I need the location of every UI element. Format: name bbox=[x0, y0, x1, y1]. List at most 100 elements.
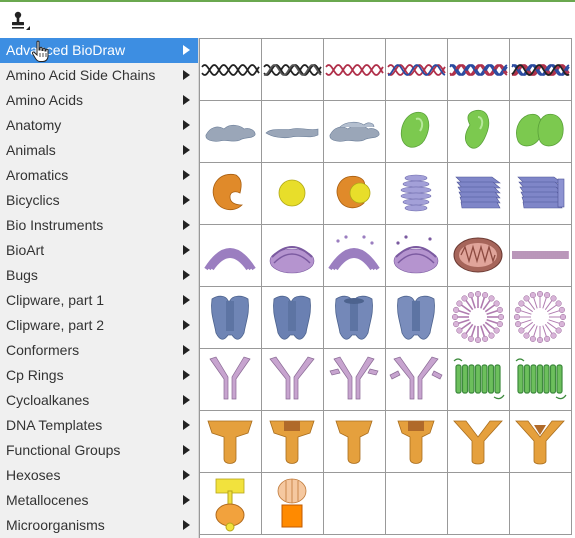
palette-cell[interactable] bbox=[386, 39, 448, 101]
purple-er-stack-icon bbox=[269, 246, 315, 274]
palette-cell[interactable] bbox=[200, 473, 262, 535]
menu-item-label: Anatomy bbox=[6, 117, 62, 133]
palette-cell[interactable] bbox=[324, 163, 386, 225]
membrane-strip-icon bbox=[512, 251, 569, 259]
menu-item[interactable]: Clipware, part 2 bbox=[0, 313, 198, 338]
window-top-accent-line bbox=[0, 0, 575, 2]
chevron-right-icon bbox=[183, 95, 190, 105]
menu-item[interactable]: Bio Instruments bbox=[0, 213, 198, 238]
palette-cell[interactable] bbox=[200, 287, 262, 349]
menu-item[interactable]: Bugs bbox=[0, 263, 198, 288]
menu-item[interactable]: Animals bbox=[0, 138, 198, 163]
palette-cell[interactable] bbox=[262, 163, 324, 225]
menu-item[interactable]: Bicyclics bbox=[0, 188, 198, 213]
palette-cell[interactable] bbox=[510, 411, 572, 473]
menu-item-label: Clipware, part 1 bbox=[6, 292, 105, 308]
palette-cell[interactable] bbox=[448, 39, 510, 101]
palette-cell[interactable] bbox=[200, 163, 262, 225]
menu-item[interactable]: Metallocenes bbox=[0, 488, 198, 513]
purple-er-arc-icon bbox=[204, 248, 256, 271]
menu-item[interactable]: Aromatics bbox=[0, 163, 198, 188]
palette-cell[interactable] bbox=[324, 411, 386, 473]
palette-cell[interactable] bbox=[448, 411, 510, 473]
menu-item-label: Microorganisms bbox=[6, 517, 105, 533]
orange-receptor-y-dark-icon bbox=[515, 420, 565, 465]
menu-item-label: DNA Templates bbox=[6, 417, 103, 433]
palette-cell[interactable] bbox=[262, 101, 324, 163]
chevron-right-icon bbox=[183, 370, 190, 380]
palette-cell[interactable] bbox=[324, 225, 386, 287]
palette-cell[interactable] bbox=[262, 473, 324, 535]
palette-cell[interactable] bbox=[448, 349, 510, 411]
palette-cell[interactable] bbox=[200, 39, 262, 101]
blue-channel-front-icon bbox=[273, 295, 311, 340]
menu-item[interactable]: Anatomy bbox=[0, 113, 198, 138]
yellow-circle-icon bbox=[278, 179, 306, 207]
palette-cell[interactable] bbox=[510, 163, 572, 225]
palette-cell[interactable] bbox=[386, 349, 448, 411]
palette-cell[interactable] bbox=[386, 225, 448, 287]
palette-cell[interactable] bbox=[510, 287, 572, 349]
menu-item-label: Hexoses bbox=[6, 467, 61, 483]
palette-cell[interactable] bbox=[324, 39, 386, 101]
palette-cell[interactable] bbox=[324, 287, 386, 349]
blue-golgi-3d-icon bbox=[455, 176, 501, 209]
menu-item[interactable]: Cycloalkanes bbox=[0, 388, 198, 413]
menu-item[interactable]: Clipware, part 1 bbox=[0, 288, 198, 313]
palette-cell[interactable] bbox=[510, 39, 572, 101]
palette-cell[interactable] bbox=[510, 349, 572, 411]
chevron-right-icon bbox=[183, 445, 190, 455]
chevron-right-icon bbox=[183, 120, 190, 130]
menu-item[interactable]: Cp Rings bbox=[0, 363, 198, 388]
palette-cell[interactable] bbox=[324, 349, 386, 411]
palette-cell-empty bbox=[510, 473, 572, 535]
palette-cell[interactable] bbox=[386, 411, 448, 473]
antibody-branched-wide-icon bbox=[389, 356, 443, 400]
menu-item[interactable]: Amino Acid Side Chains bbox=[0, 63, 198, 88]
mitochondrion-icon bbox=[453, 237, 503, 273]
receptor-helix-double-icon bbox=[515, 358, 567, 400]
palette-cell[interactable] bbox=[262, 349, 324, 411]
palette-cell[interactable] bbox=[448, 163, 510, 225]
membrane-blob-icon bbox=[205, 124, 256, 142]
palette-cell-empty bbox=[386, 473, 448, 535]
menu-item-label: Advanced BioDraw bbox=[6, 42, 126, 58]
palette-cell[interactable] bbox=[324, 101, 386, 163]
menu-item[interactable]: Advanced BioDraw bbox=[0, 38, 198, 63]
palette-cell[interactable] bbox=[200, 349, 262, 411]
purple-golgi-icon bbox=[400, 174, 432, 212]
chevron-right-icon bbox=[183, 470, 190, 480]
palette-cell[interactable] bbox=[262, 411, 324, 473]
palette-cell[interactable] bbox=[262, 225, 324, 287]
menu-item[interactable]: Functional Groups bbox=[0, 438, 198, 463]
palette-cell[interactable] bbox=[262, 39, 324, 101]
menu-item[interactable]: Microorganisms bbox=[0, 513, 198, 538]
menu-item-label: Aromatics bbox=[6, 167, 69, 183]
menu-item[interactable]: Conformers bbox=[0, 338, 198, 363]
stamp-icon[interactable] bbox=[8, 8, 34, 34]
palette-cell[interactable] bbox=[386, 163, 448, 225]
palette-cell[interactable] bbox=[200, 225, 262, 287]
menu-item[interactable]: Hexoses bbox=[0, 463, 198, 488]
menu-item[interactable]: BioArt bbox=[0, 238, 198, 263]
palette-cell[interactable] bbox=[510, 225, 572, 287]
menu-item[interactable]: Amino Acids bbox=[0, 88, 198, 113]
palette-cell[interactable] bbox=[448, 225, 510, 287]
chevron-right-icon bbox=[183, 270, 190, 280]
menu-item-label: Bugs bbox=[6, 267, 38, 283]
chevron-right-icon bbox=[183, 295, 190, 305]
palette-cell[interactable] bbox=[448, 101, 510, 163]
palette-cell[interactable] bbox=[386, 287, 448, 349]
palette-cell[interactable] bbox=[448, 287, 510, 349]
orange-crescent-icon bbox=[212, 173, 243, 211]
blue-channel-icon bbox=[211, 295, 249, 340]
orange-receptor-y-icon bbox=[453, 420, 503, 465]
palette-cell[interactable] bbox=[386, 101, 448, 163]
palette-cell[interactable] bbox=[200, 411, 262, 473]
palette-cell[interactable] bbox=[200, 101, 262, 163]
menu-item[interactable]: DNA Templates bbox=[0, 413, 198, 438]
palette-cell[interactable] bbox=[510, 101, 572, 163]
receptor-helix-icon bbox=[453, 358, 505, 400]
chevron-right-icon bbox=[183, 495, 190, 505]
palette-cell[interactable] bbox=[262, 287, 324, 349]
